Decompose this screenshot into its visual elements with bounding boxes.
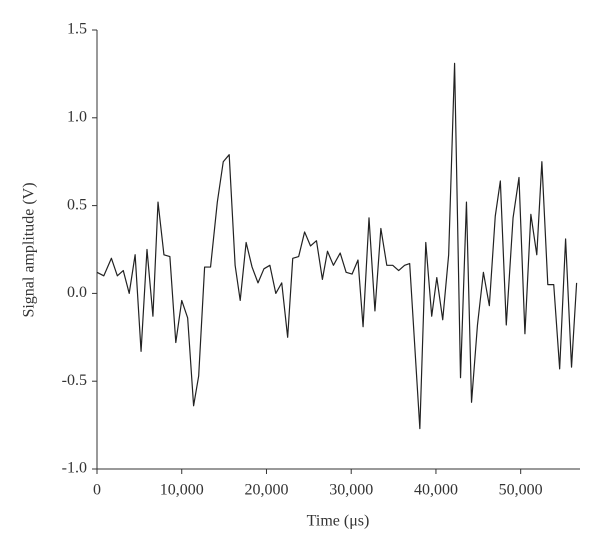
y-tick-label: 0.0	[67, 284, 87, 301]
x-tick-label: 50,000	[499, 482, 543, 499]
line-series	[96, 62, 578, 430]
x-axis-label: Time (μs)	[307, 513, 370, 530]
x-tick-label: 0	[93, 482, 101, 499]
x-tick-label: 40,000	[414, 482, 458, 499]
y-tick-label: 0.5	[67, 196, 87, 213]
x-tick-label: 10,000	[160, 482, 204, 499]
y-tick-label: 1.0	[67, 108, 87, 125]
y-tick-label: 1.5	[67, 21, 87, 38]
y-tick-label: -0.5	[62, 372, 87, 389]
x-tick-label: 30,000	[329, 482, 373, 499]
y-axis-label: Signal amplitude (V)	[21, 182, 38, 317]
x-tick-label: 20,000	[244, 482, 288, 499]
y-tick-label: -1.0	[62, 460, 87, 477]
